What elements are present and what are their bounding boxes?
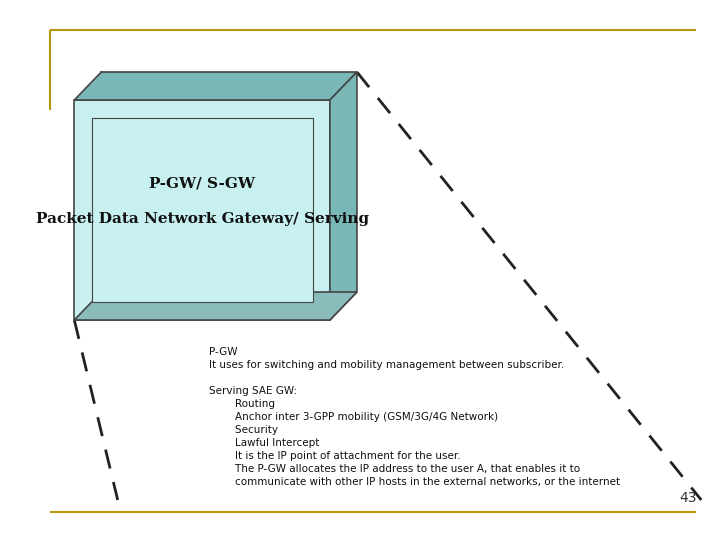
Text: Lawful Intercept: Lawful Intercept (210, 438, 320, 448)
Text: 43: 43 (679, 491, 696, 505)
Text: Packet Data Network Gateway/ Serving: Packet Data Network Gateway/ Serving (35, 212, 369, 226)
Text: It is the IP point of attachment for the user.: It is the IP point of attachment for the… (210, 451, 461, 461)
Text: Routing: Routing (210, 399, 275, 409)
Text: It uses for switching and mobility management between subscriber.: It uses for switching and mobility manag… (210, 360, 564, 370)
Text: Anchor inter 3-GPP mobility (GSM/3G/4G Network): Anchor inter 3-GPP mobility (GSM/3G/4G N… (210, 412, 498, 422)
Polygon shape (91, 118, 312, 302)
Text: P-GW/ S-GW: P-GW/ S-GW (149, 177, 255, 191)
Polygon shape (74, 100, 330, 320)
Text: Serving SAE GW:: Serving SAE GW: (210, 386, 297, 396)
Text: The P-GW allocates the IP address to the user A, that enables it to: The P-GW allocates the IP address to the… (210, 464, 580, 474)
Text: Security: Security (210, 425, 279, 435)
Text: P-GW: P-GW (210, 347, 238, 357)
Polygon shape (74, 292, 357, 320)
Polygon shape (330, 72, 357, 320)
Text: communicate with other IP hosts in the external networks, or the internet: communicate with other IP hosts in the e… (210, 477, 621, 487)
Polygon shape (74, 72, 357, 100)
